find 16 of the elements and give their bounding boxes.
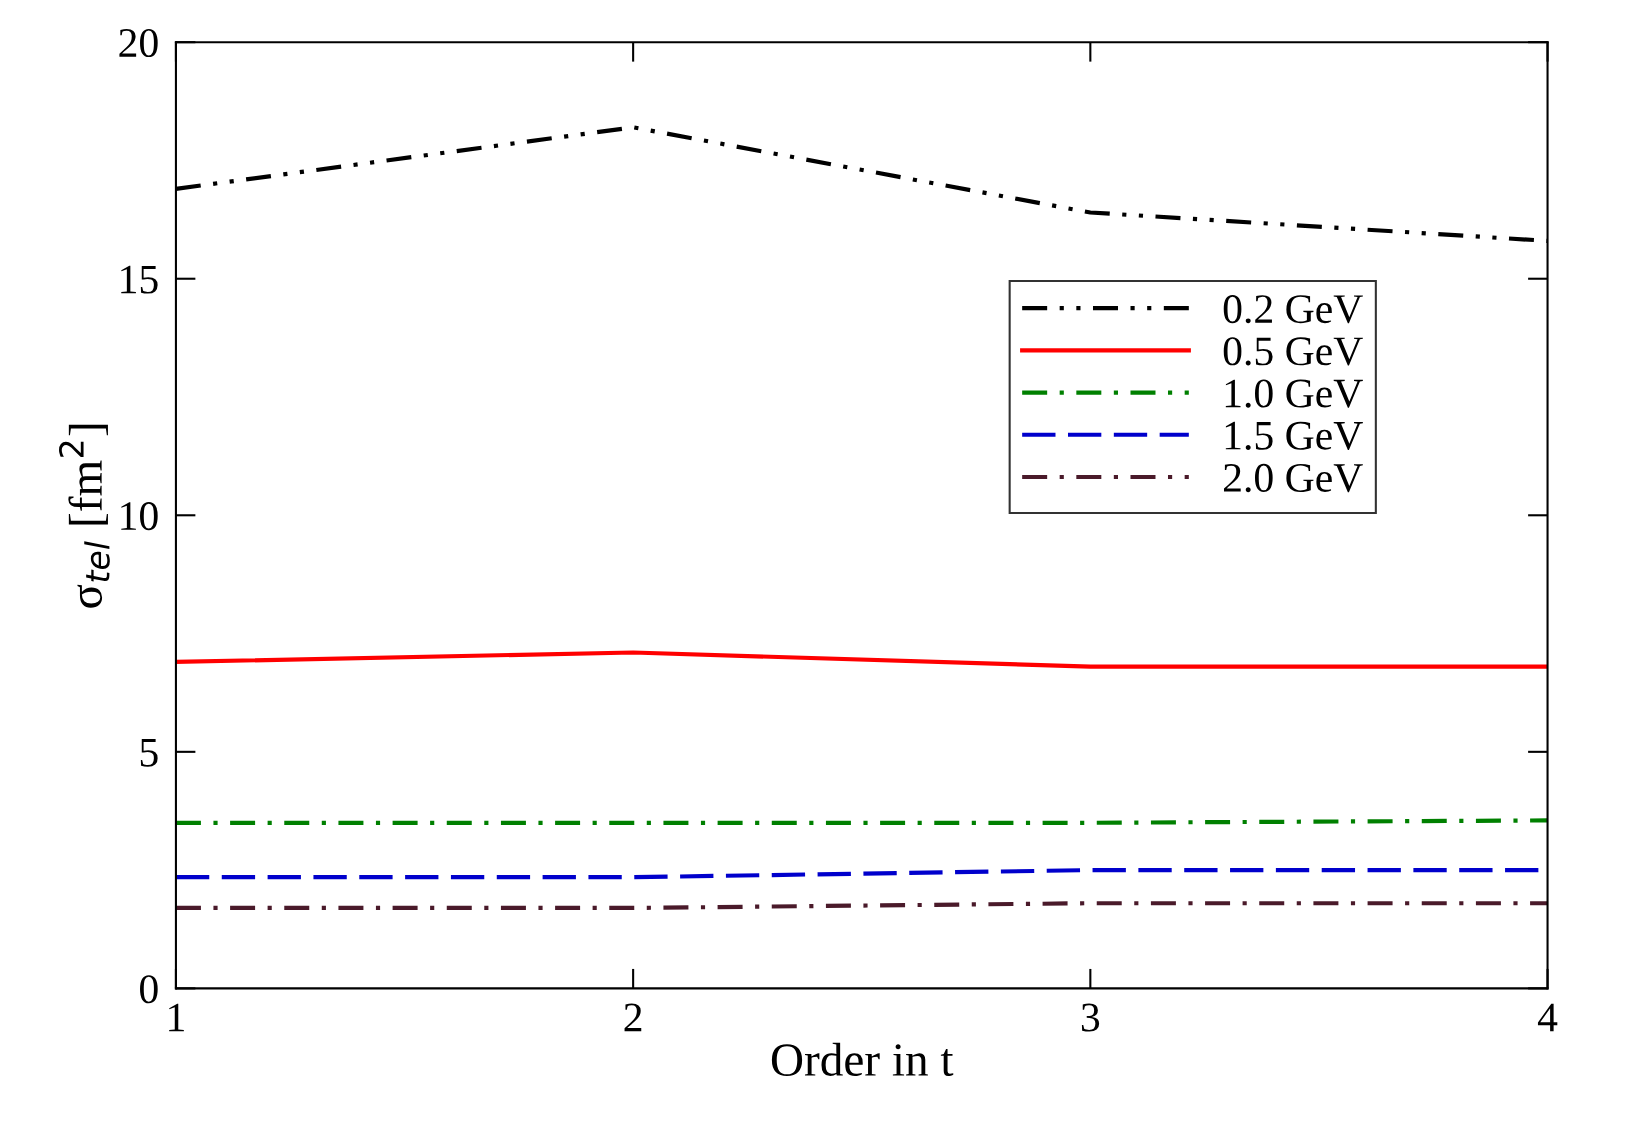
legend-label: 0.2 GeV	[1223, 295, 1363, 324]
y-tick-label: 20	[119, 28, 158, 58]
legend-label: 0.5 GeV	[1223, 337, 1363, 366]
y-tick-label: 5	[140, 739, 158, 767]
x-axis-title: Order in t	[771, 1042, 954, 1077]
x-tick-label: 1	[169, 1003, 184, 1032]
x-tick-label: 4	[1537, 1003, 1558, 1032]
y-axis-title: σ$_{tel}$ [fm$^{2}$]	[59, 424, 110, 608]
x-tick-label: 3	[1081, 1003, 1100, 1032]
legend-label: 2.0 GeV	[1223, 463, 1363, 493]
y-tick-label: 15	[121, 265, 158, 294]
legend-label: 1.5 GeV	[1225, 421, 1363, 450]
y-tick-label: 0	[140, 975, 158, 1004]
y-tick-label: 10	[121, 502, 158, 531]
legend-label: 1.0 GeV	[1225, 379, 1363, 408]
x-tick-label: 2	[624, 1003, 642, 1032]
